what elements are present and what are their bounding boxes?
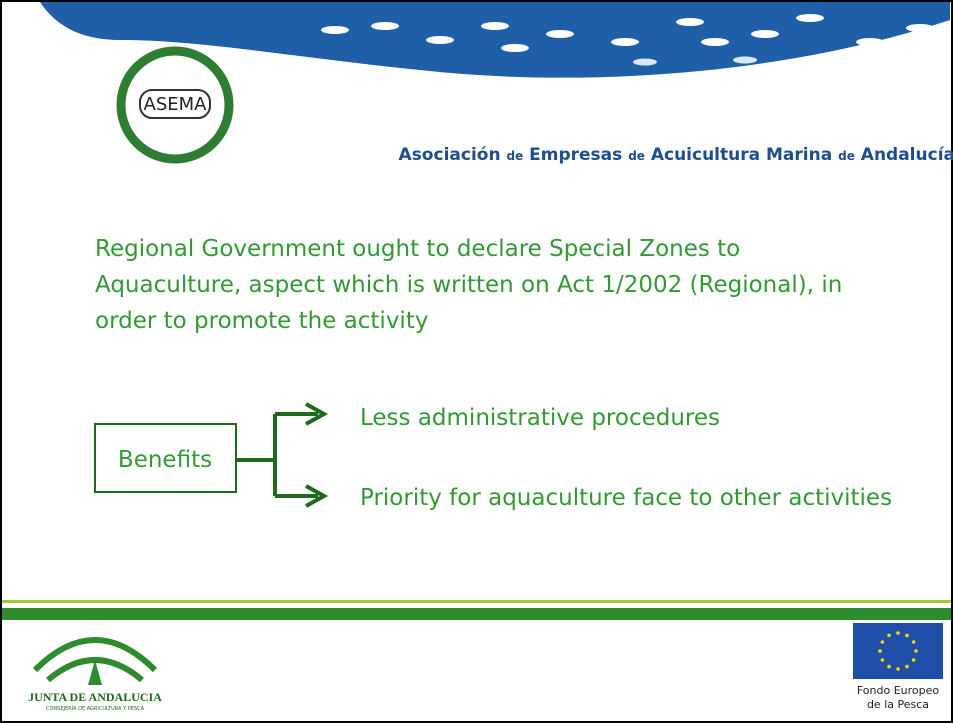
paragraph-line: Regional Government ought to declare Spe… — [95, 236, 740, 262]
eu-text: Fondo Europeo — [857, 684, 940, 697]
eu-star — [896, 631, 900, 635]
title-part: de — [506, 149, 523, 163]
benefit-item: Priority for aquaculture face to other a… — [360, 485, 892, 511]
benefit-item: Less administrative procedures — [360, 405, 720, 431]
junta-name: JUNTA DE ANDALUCIA — [28, 690, 162, 704]
paragraph-line: Aquaculture, aspect which is written on … — [95, 272, 842, 298]
eu-star — [878, 649, 882, 653]
asema-badge — [139, 89, 211, 119]
benefits-box — [94, 423, 237, 493]
eu-star — [887, 633, 891, 638]
separator-dark — [2, 608, 951, 620]
title-part: Andalucía — [861, 145, 953, 165]
eu-star — [880, 658, 885, 662]
junta-sub: CONSEJERÍA DE AGRICULTURA Y PESCA — [46, 705, 145, 712]
connector — [236, 402, 329, 508]
junta-mark — [88, 660, 102, 685]
title-part: Acuicultura Marina — [651, 145, 832, 165]
eu-star — [880, 640, 885, 644]
eu-star — [905, 664, 909, 669]
eu-star — [896, 667, 900, 671]
eu-stars — [878, 631, 918, 671]
header-title: Asociación de Empresas de Acuicultura Ma… — [399, 145, 953, 165]
eu-star — [911, 640, 916, 644]
benefits-label: Benefits — [118, 447, 212, 473]
wave-band — [40, 2, 950, 78]
eu-star — [905, 633, 909, 638]
title-part: Asociación — [399, 145, 501, 165]
eu-star — [914, 649, 918, 653]
separator-light — [2, 600, 951, 603]
title-part: de — [838, 149, 855, 163]
eu-text: de la Pesca — [867, 698, 929, 711]
fish-school — [321, 14, 934, 66]
eu-star — [887, 664, 891, 669]
eu-star — [911, 658, 916, 662]
title-part: de — [628, 149, 645, 163]
title-part: Empresas — [529, 145, 622, 165]
asema-text: ASEMA — [144, 94, 208, 115]
paragraph-line: order to promote the activity — [95, 308, 428, 334]
